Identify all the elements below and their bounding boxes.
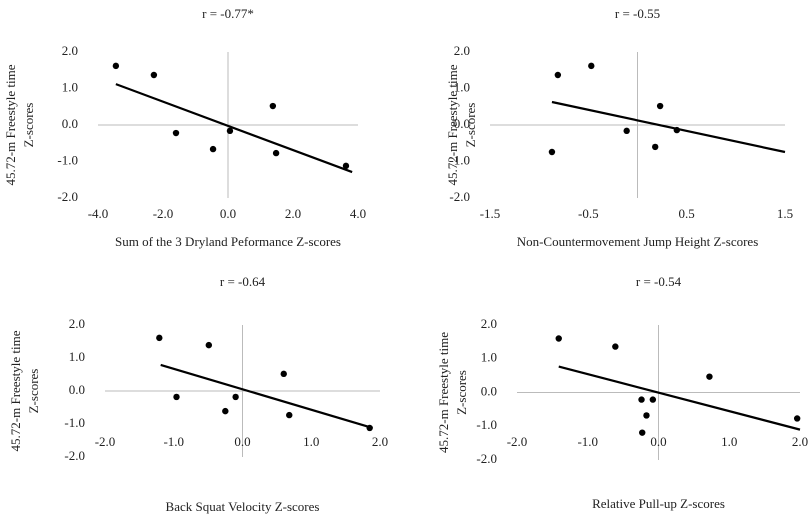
point [272, 149, 280, 157]
y-tick-label: -2.0 [449, 189, 470, 204]
x-tick-label: 4.0 [350, 206, 366, 221]
y-tick-label: -1.0 [476, 417, 497, 432]
x-tick-label: -4.0 [88, 206, 109, 221]
x-tick-label: -1.0 [163, 434, 184, 449]
chart-title: r = -0.55 [615, 6, 660, 21]
x-tick-label: -0.5 [578, 206, 599, 221]
trendline [160, 363, 373, 430]
point [706, 373, 713, 380]
point [269, 102, 277, 110]
y-tick-label: 2.0 [481, 316, 497, 331]
y-tick-label: -1.0 [64, 415, 85, 430]
y-tick-label: -1.0 [57, 152, 78, 167]
y-tick-label: -1.0 [449, 152, 470, 167]
y-axis-title: 45.72-m Freestyle time [8, 330, 23, 451]
y-axis-title: 45.72-m Freestyle time [436, 332, 451, 453]
x-tick-label: -1.0 [577, 434, 598, 449]
y-tick-label: 0.0 [481, 383, 497, 398]
point [112, 62, 120, 70]
point [639, 429, 646, 436]
point [280, 370, 287, 378]
x-tick-label: -2.0 [153, 206, 174, 221]
point [366, 424, 373, 432]
y-tick-label: 0.0 [69, 382, 85, 397]
y-tick-label: 1.0 [69, 349, 85, 364]
y-axis-title: Z-scores [26, 369, 41, 414]
point [656, 102, 664, 110]
point [342, 162, 350, 170]
point [652, 143, 659, 151]
x-tick-label: -2.0 [507, 434, 528, 449]
point [643, 412, 650, 419]
x-axis-title: Back Squat Velocity Z-scores [166, 499, 320, 514]
x-tick-label: -1.5 [480, 206, 501, 221]
point [286, 411, 293, 419]
x-tick-label: 0.0 [220, 206, 236, 221]
x-tick-label: 0.5 [679, 206, 695, 221]
y-axis-title: Z-scores [463, 103, 478, 148]
y-tick-label: 1.0 [62, 79, 78, 94]
trendline [115, 83, 353, 174]
y-tick-label: 0.0 [454, 116, 470, 131]
y-axis-title: 45.72-m Freestyle time [445, 64, 460, 185]
trendline [558, 365, 801, 431]
point [156, 334, 163, 342]
point [548, 148, 556, 156]
y-tick-label: -2.0 [64, 448, 85, 463]
chart-title: r = -0.77* [202, 6, 254, 21]
x-tick-label: 0.0 [234, 434, 250, 449]
point [172, 129, 180, 137]
point [638, 396, 645, 403]
x-tick-label: 2.0 [372, 434, 388, 449]
x-axis-title: Non-Countermovement Jump Height Z-scores [517, 234, 759, 249]
trendline [551, 100, 786, 154]
y-tick-label: 2.0 [62, 43, 78, 58]
x-tick-label: 1.0 [303, 434, 319, 449]
point [673, 126, 681, 134]
x-tick-label: -2.0 [95, 434, 116, 449]
chart-title: r = -0.54 [636, 274, 682, 289]
y-tick-label: 0.0 [62, 116, 78, 131]
y-tick-label: 2.0 [69, 316, 85, 331]
point [150, 71, 158, 79]
point [649, 396, 657, 403]
point [173, 393, 180, 401]
y-axis-title: Z-scores [21, 103, 36, 148]
y-tick-label: -2.0 [57, 189, 78, 204]
point [793, 415, 801, 422]
point [588, 62, 595, 70]
x-tick-label: 1.0 [721, 434, 737, 449]
point [612, 343, 619, 350]
x-axis-title: Sum of the 3 Dryland Peformance Z-scores [115, 234, 341, 249]
point [226, 127, 234, 135]
y-tick-label: 2.0 [454, 43, 470, 58]
point [555, 335, 562, 342]
x-tick-label: 2.0 [792, 434, 808, 449]
y-tick-label: 1.0 [454, 79, 470, 94]
point [222, 407, 229, 415]
y-tick-label: -2.0 [476, 451, 497, 466]
x-tick-label: 1.5 [777, 206, 793, 221]
chart-title: r = -0.64 [220, 274, 266, 289]
x-tick-label: 2.0 [285, 206, 301, 221]
x-axis-title: Relative Pull-up Z-scores [592, 496, 725, 511]
point [232, 393, 239, 401]
point [554, 71, 562, 79]
x-tick-label: 0.0 [650, 434, 666, 449]
point [205, 341, 213, 349]
point [209, 145, 217, 153]
y-axis-title: 45.72-m Freestyle time [3, 64, 18, 185]
point [623, 127, 630, 135]
y-axis-title: Z-scores [454, 370, 469, 415]
y-tick-label: 1.0 [481, 350, 497, 365]
